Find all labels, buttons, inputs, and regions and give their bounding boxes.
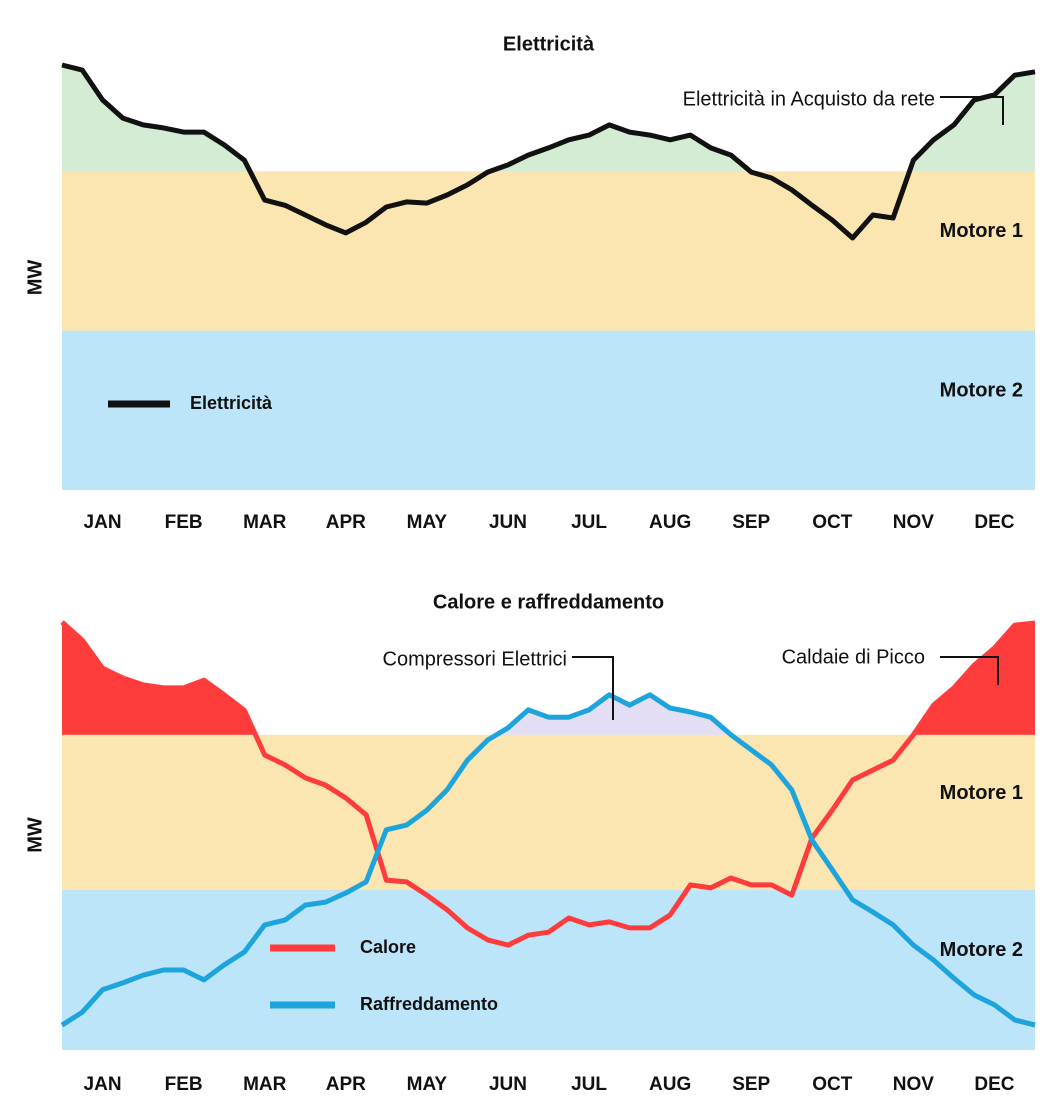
band bbox=[62, 890, 1035, 1050]
band bbox=[62, 330, 1035, 490]
x-tick-label: APR bbox=[326, 1074, 366, 1095]
x-tick-label: FEB bbox=[165, 512, 203, 533]
x-tick-label: SEP bbox=[732, 512, 770, 533]
x-tick-label: DEC bbox=[974, 1074, 1014, 1095]
series-line bbox=[61, 62, 1036, 241]
band bbox=[62, 171, 1035, 331]
x-tick-label: FEB bbox=[165, 1074, 203, 1095]
x-tick-label: DEC bbox=[974, 512, 1014, 533]
x-tick-label: APR bbox=[326, 512, 366, 533]
x-tick-label: MAR bbox=[243, 512, 287, 533]
x-tick-label: JUL bbox=[571, 1074, 607, 1095]
chart-electricity: Motore 2 Motore 1 JAN FEB MAR APR MAY JUN JUL AUG… bbox=[24, 33, 1036, 533]
series-line bbox=[60, 620, 1036, 948]
x-tick-label: JUL bbox=[571, 512, 607, 533]
band-label: Motore 2 bbox=[940, 379, 1023, 401]
band-label: Motore 1 bbox=[940, 220, 1023, 242]
annotation: Caldaie di Picco bbox=[782, 646, 925, 668]
leader-line bbox=[940, 96, 1004, 125]
chart-title: Calore e raffreddamento bbox=[433, 591, 664, 613]
x-tick-label: NOV bbox=[893, 512, 935, 533]
x-tick-label: JUN bbox=[489, 1074, 527, 1095]
x-tick-label: OCT bbox=[812, 1074, 853, 1095]
x-tick-label: MAY bbox=[407, 512, 448, 533]
band-label: Motore 1 bbox=[940, 782, 1023, 804]
x-tick-label: OCT bbox=[812, 512, 853, 533]
x-tick-label: AUG bbox=[649, 1074, 691, 1095]
leader-line bbox=[572, 656, 614, 720]
annotation: Elettricità in Acquisto da rete bbox=[683, 88, 935, 110]
y-axis-label: MW bbox=[24, 817, 46, 853]
x-tick-label: MAR bbox=[243, 1074, 287, 1095]
series-line bbox=[60, 692, 1036, 1028]
legend-label: Calore bbox=[360, 937, 416, 957]
leader-line bbox=[940, 656, 999, 685]
chart-heat-cooling: Motore 2 Motore 1 JAN FEB MAR APR MAY JUN JUL AUG… bbox=[24, 591, 1036, 1095]
legend-label: Raffreddamento bbox=[360, 994, 498, 1014]
x-tick-label: JAN bbox=[84, 512, 122, 533]
legend-label: Elettricità bbox=[190, 393, 273, 413]
band-label: Motore 2 bbox=[940, 939, 1023, 961]
x-tick-label: JAN bbox=[84, 1074, 122, 1095]
x-tick-label: JUN bbox=[489, 512, 527, 533]
annotation: Compressori Elettrici bbox=[383, 648, 567, 670]
chart-title: Elettricità bbox=[503, 33, 595, 55]
x-tick-label: AUG bbox=[649, 512, 691, 533]
x-tick-label: NOV bbox=[893, 1074, 935, 1095]
y-axis-label: MW bbox=[24, 260, 46, 296]
band bbox=[62, 734, 1035, 891]
x-tick-label: SEP bbox=[732, 1074, 770, 1095]
x-tick-label: MAY bbox=[407, 1074, 448, 1095]
